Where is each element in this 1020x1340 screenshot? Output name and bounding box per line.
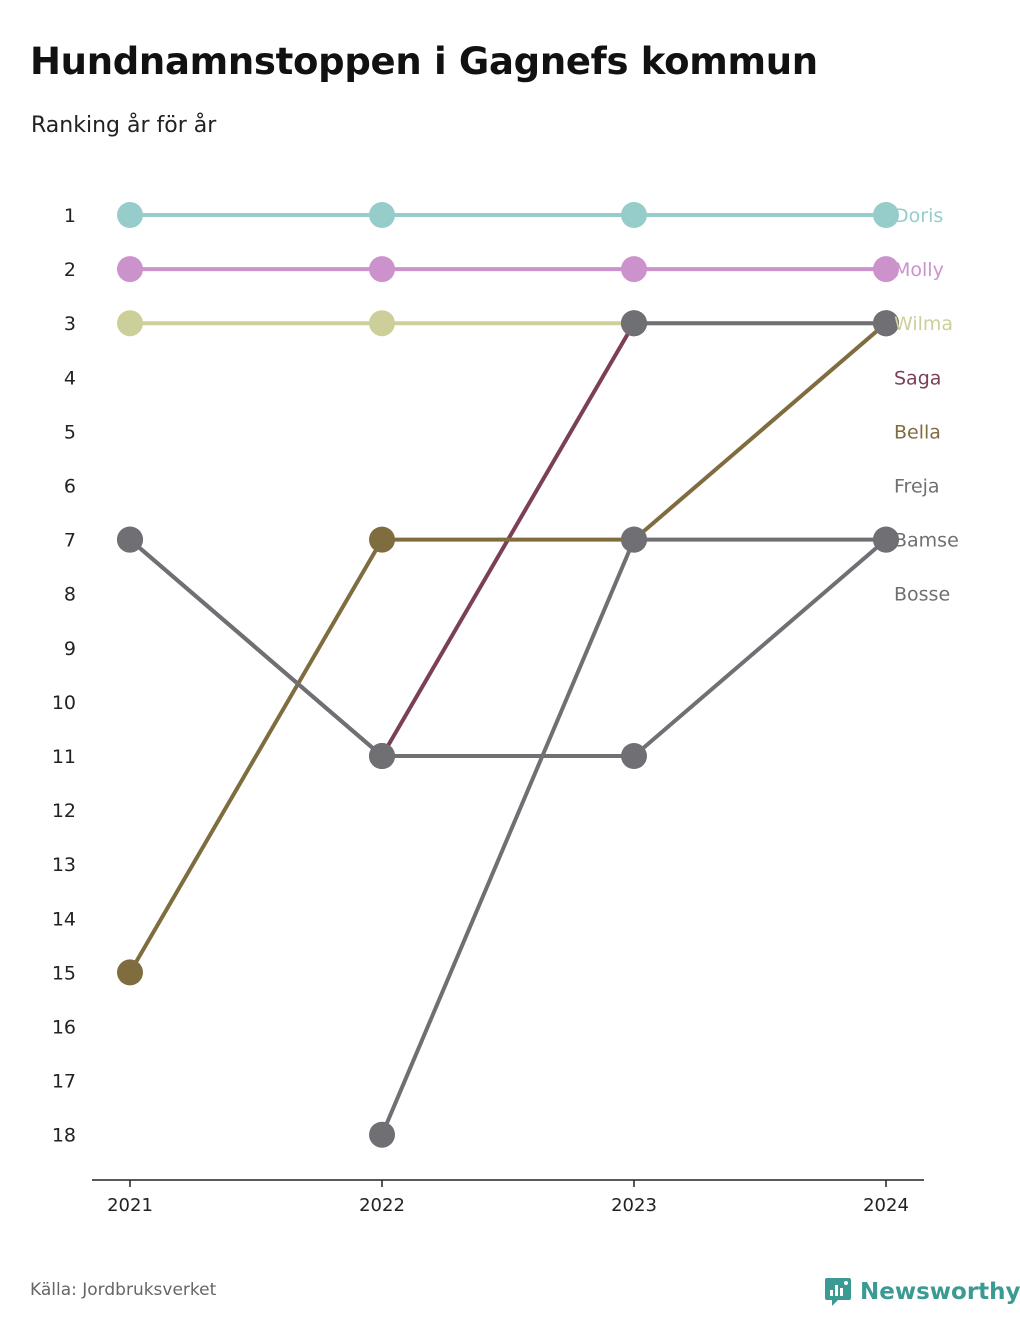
point-bella bbox=[369, 526, 395, 553]
line-segment-bamse bbox=[632, 537, 888, 758]
point-wilma bbox=[117, 310, 143, 337]
y-tick-label: 3 bbox=[64, 313, 76, 335]
series-end-labels: Doris Molly Wilma Saga Bella Freja Bamse Bosse bbox=[894, 205, 959, 606]
x-axis: 2021 2022 2023 2024 bbox=[92, 1179, 924, 1216]
point-bamse bbox=[369, 743, 395, 769]
point-molly bbox=[117, 256, 143, 283]
point-molly bbox=[873, 256, 899, 283]
y-tick-label: 7 bbox=[64, 530, 76, 552]
y-tick-label: 9 bbox=[64, 638, 76, 660]
y-tick-label: 4 bbox=[64, 367, 76, 389]
point-freja bbox=[621, 526, 647, 553]
point-doris bbox=[117, 202, 143, 228]
y-tick-label: 18 bbox=[52, 1125, 76, 1147]
y-tick-label: 11 bbox=[52, 746, 76, 768]
y-tick-label: 13 bbox=[52, 854, 76, 876]
x-tick-label: 2022 bbox=[359, 1195, 405, 1216]
point-doris bbox=[369, 202, 395, 228]
point-freja bbox=[369, 1121, 395, 1148]
series-label-doris: Doris bbox=[894, 205, 943, 227]
point-wilma bbox=[369, 310, 395, 337]
point-bosse bbox=[621, 310, 647, 337]
point-bamse bbox=[117, 526, 143, 553]
y-tick-label: 12 bbox=[52, 800, 76, 822]
series-label-molly: Molly bbox=[894, 259, 944, 281]
y-tick-label: 6 bbox=[64, 476, 76, 498]
y-tick-label: 1 bbox=[64, 205, 76, 227]
y-tick-label: 10 bbox=[52, 692, 76, 714]
y-tick-label: 2 bbox=[64, 259, 76, 281]
x-tick-label: 2024 bbox=[863, 1195, 909, 1216]
series-label-bella: Bella bbox=[894, 421, 941, 443]
point-molly bbox=[369, 256, 395, 283]
series-points bbox=[117, 202, 899, 1148]
series-label-bamse: Bamse bbox=[894, 530, 959, 552]
line-segment-bella bbox=[632, 321, 888, 542]
series-lines bbox=[128, 213, 888, 1137]
bar-chart-bubble-icon bbox=[825, 1278, 851, 1306]
series-label-freja: Freja bbox=[894, 476, 940, 498]
y-tick-label: 16 bbox=[52, 1017, 76, 1039]
y-tick-label: 5 bbox=[64, 421, 76, 443]
point-doris bbox=[621, 202, 647, 228]
x-tick-label: 2021 bbox=[107, 1195, 153, 1216]
brand-name: Newsworthy bbox=[860, 1279, 1020, 1305]
chart-subtitle: Ranking år för år bbox=[31, 113, 217, 138]
y-tick-label: 8 bbox=[64, 584, 76, 606]
point-molly bbox=[621, 256, 647, 283]
line-segment-bamse bbox=[128, 537, 384, 758]
point-bamse bbox=[873, 526, 899, 553]
y-tick-label: 15 bbox=[52, 962, 76, 984]
y-tick-label: 14 bbox=[52, 908, 76, 930]
brand-logo: Newsworthy bbox=[824, 1276, 1020, 1308]
y-tick-label: 17 bbox=[52, 1071, 76, 1093]
series-label-wilma: Wilma bbox=[894, 313, 953, 335]
series-label-saga: Saga bbox=[894, 367, 941, 389]
series-label-bosse: Bosse bbox=[894, 584, 950, 606]
line-segment-bella bbox=[128, 537, 384, 975]
point-bella bbox=[117, 959, 143, 986]
x-tick-label: 2023 bbox=[611, 1195, 657, 1216]
point-doris bbox=[873, 202, 899, 228]
source-note: Källa: Jordbruksverket bbox=[30, 1280, 217, 1300]
point-bamse bbox=[621, 743, 647, 769]
chart-title: Hundnamnstoppen i Gagnefs kommun bbox=[30, 40, 818, 83]
line-segment-freja bbox=[380, 537, 636, 1137]
point-bosse bbox=[873, 310, 899, 337]
